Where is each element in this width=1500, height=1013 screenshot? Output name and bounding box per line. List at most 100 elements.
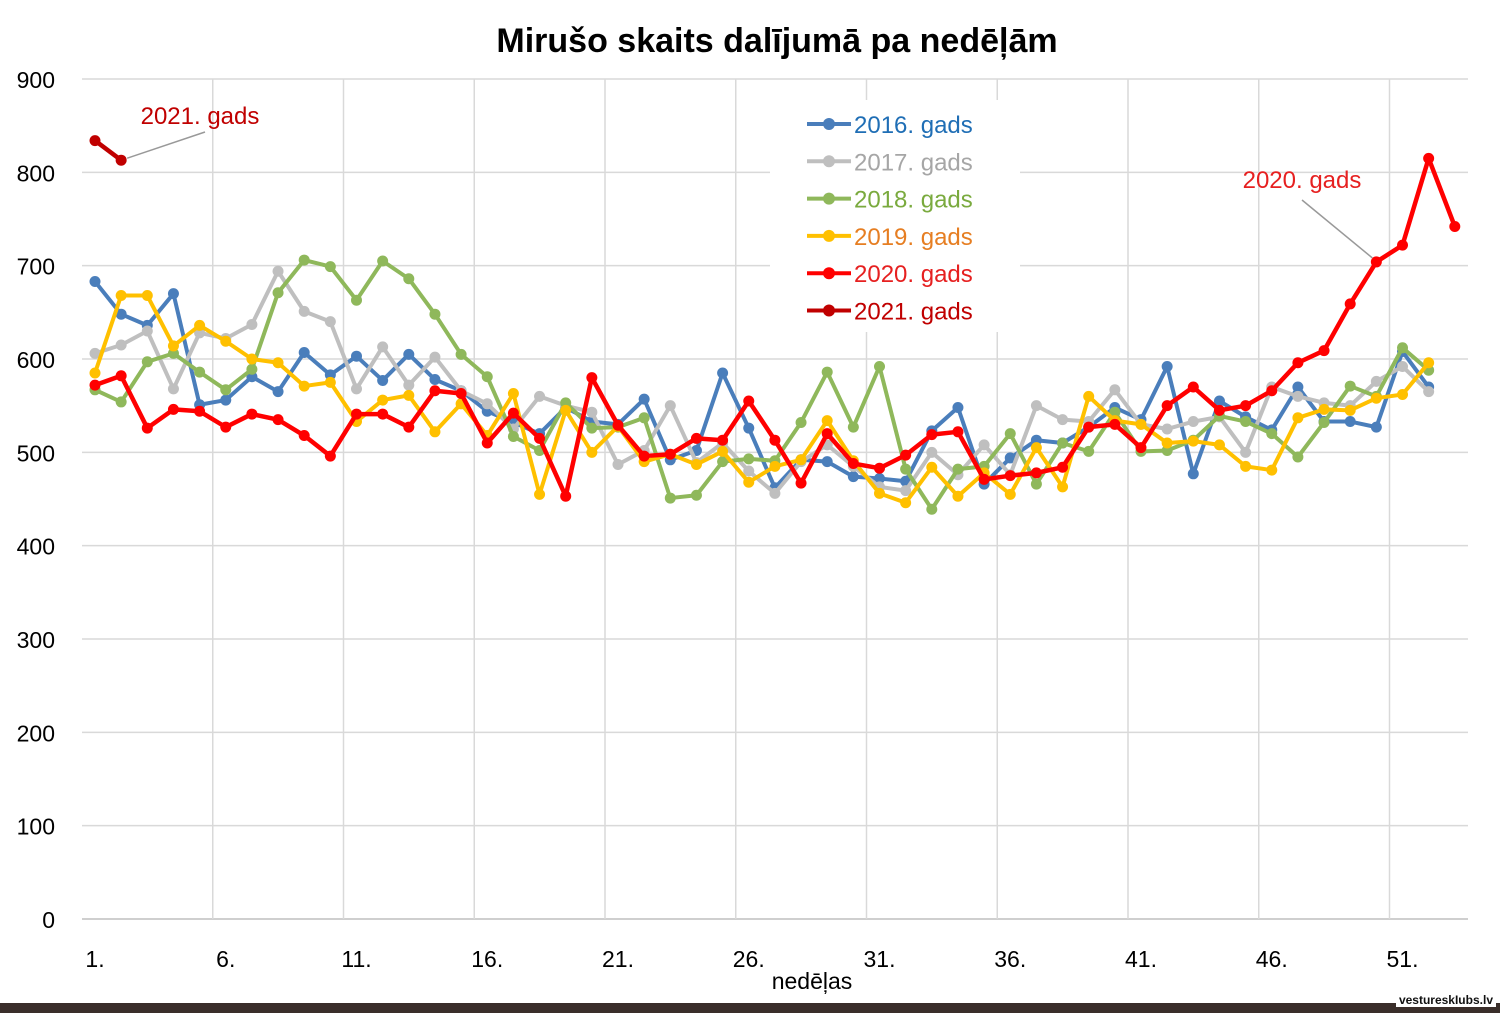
data-point: [926, 503, 938, 515]
data-point: [1318, 416, 1330, 428]
data-point: [298, 430, 310, 442]
data-point: [403, 273, 415, 285]
data-point: [194, 366, 206, 378]
data-point: [141, 356, 153, 368]
data-point: [1161, 360, 1173, 372]
data-point: [534, 390, 546, 402]
x-axis-ticks: 1. 6. 11. 16. 21. 26. 31. 36. 41. 46. 51.: [85, 946, 1418, 972]
data-point: [769, 460, 781, 472]
data-point: [795, 477, 807, 489]
data-point: [690, 458, 702, 470]
data-point: [324, 450, 336, 462]
data-point: [1083, 390, 1095, 402]
data-point: [324, 376, 336, 388]
data-point: [507, 430, 519, 442]
data-point: [1213, 404, 1225, 416]
data-point: [481, 398, 493, 410]
data-point: [1213, 395, 1225, 407]
x-tick-label: 41.: [1125, 946, 1157, 972]
data-point: [1266, 464, 1278, 476]
legend-label: 2016. gads: [854, 112, 973, 139]
data-point: [586, 406, 598, 418]
data-point: [1344, 404, 1356, 416]
data-point: [246, 363, 258, 375]
x-tick-label: 1.: [85, 946, 104, 972]
data-point: [507, 388, 519, 400]
data-point: [1292, 390, 1304, 402]
x-tick-label: 11.: [341, 946, 371, 972]
data-point: [89, 367, 101, 379]
data-point: [717, 445, 729, 457]
data-point: [429, 308, 441, 320]
data-point: [1030, 400, 1042, 412]
legend-label: 2020. gads: [854, 261, 973, 288]
data-point: [194, 405, 206, 417]
data-point: [874, 472, 885, 484]
y-axis-ticks: 0 100 200 300 400 500 600 700 800 900: [17, 67, 55, 933]
data-point: [403, 421, 415, 433]
data-point: [246, 318, 258, 330]
data-point: [612, 458, 624, 470]
data-point: [351, 383, 362, 395]
legend-item: 2021. gads: [807, 299, 973, 326]
data-point: [272, 386, 284, 398]
x-tick-label: 46.: [1256, 946, 1288, 972]
y-tick-label: 600: [17, 347, 55, 373]
data-point: [1318, 345, 1330, 357]
data-point: [220, 384, 232, 396]
data-point: [978, 473, 990, 485]
data-point: [89, 379, 101, 391]
data-point: [429, 426, 441, 438]
data-point: [1344, 298, 1356, 310]
data-point: [89, 276, 101, 288]
data-point: [638, 412, 650, 424]
series-layer: [89, 135, 1461, 515]
data-point: [403, 389, 415, 401]
data-point: [1057, 437, 1069, 449]
data-point: [952, 463, 964, 475]
data-point: [272, 414, 284, 426]
annotations: 2021. gads 2020. gads: [126, 103, 1373, 259]
data-point: [481, 371, 493, 383]
series-line: [93, 280, 1431, 490]
data-point: [377, 394, 389, 406]
legend-swatch-marker: [823, 267, 835, 280]
data-point: [377, 255, 389, 267]
legend-swatch-marker: [823, 118, 835, 130]
data-point: [926, 429, 938, 441]
data-point: [743, 476, 755, 488]
data-point: [507, 407, 519, 419]
data-point: [1397, 342, 1408, 354]
data-point: [1057, 461, 1069, 473]
data-point: [429, 351, 441, 363]
series-2018: [89, 254, 1435, 515]
watermark: vestureskIubs.lv: [1395, 993, 1496, 1007]
data-point: [743, 395, 755, 407]
data-point: [586, 422, 598, 434]
data-point: [1266, 385, 1278, 397]
data-point: [900, 449, 912, 461]
y-tick-label: 400: [17, 534, 55, 560]
data-point: [298, 346, 310, 358]
data-point: [298, 305, 310, 317]
data-point: [1109, 384, 1121, 396]
y-tick-label: 800: [17, 160, 55, 186]
data-point: [717, 434, 729, 446]
data-point: [952, 402, 964, 414]
data-point: [795, 416, 807, 428]
data-point: [560, 404, 572, 416]
data-point: [1423, 386, 1435, 398]
data-point: [717, 456, 729, 468]
data-point: [1004, 470, 1016, 482]
y-tick-label: 200: [17, 720, 55, 746]
data-point: [1109, 418, 1121, 430]
x-tick-label: 21.: [602, 946, 634, 972]
data-point: [220, 335, 232, 347]
data-point: [1397, 388, 1408, 400]
data-point: [1292, 412, 1304, 424]
data-point: [1161, 437, 1173, 449]
data-point: [1318, 403, 1330, 415]
data-point: [612, 419, 624, 431]
data-point: [1083, 445, 1095, 457]
legend-item: 2019. gads: [807, 224, 973, 251]
